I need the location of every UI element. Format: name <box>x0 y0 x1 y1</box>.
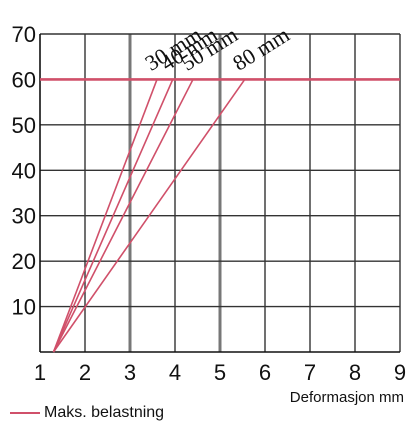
series-line <box>52 79 174 353</box>
x-tick-label: 8 <box>349 360 361 385</box>
y-tick-label: 20 <box>12 249 36 274</box>
y-tick-label: 40 <box>12 158 36 183</box>
x-tick-label: 5 <box>214 360 226 385</box>
y-tick-label: 30 <box>12 204 36 229</box>
x-tick-label: 9 <box>394 360 406 385</box>
tick-labels: 1 2 3 4 5 6 7 8 9 10 20 30 40 50 60 70 <box>12 22 407 385</box>
legend-label: Maks. belastning <box>44 404 165 421</box>
x-tick-label: 2 <box>79 360 91 385</box>
x-tick-label: 4 <box>169 360 181 385</box>
y-tick-label: 70 <box>12 22 36 47</box>
x-tick-label: 3 <box>124 360 136 385</box>
y-tick-label: 60 <box>12 67 36 92</box>
y-tick-label: 50 <box>12 113 36 138</box>
x-tick-label: 6 <box>259 360 271 385</box>
legend-swatch <box>10 412 40 414</box>
legend: Maks. belastning <box>10 404 164 422</box>
series-line <box>52 79 194 353</box>
grid <box>39 33 401 353</box>
series-line <box>52 78 246 353</box>
series-label: 80 mm <box>228 22 294 76</box>
x-axis-title: Deformasjon mm <box>290 389 404 406</box>
x-tick-label: 7 <box>304 360 316 385</box>
series-line <box>52 79 158 353</box>
x-tick-label: 1 <box>34 360 46 385</box>
y-tick-label: 10 <box>12 295 36 320</box>
